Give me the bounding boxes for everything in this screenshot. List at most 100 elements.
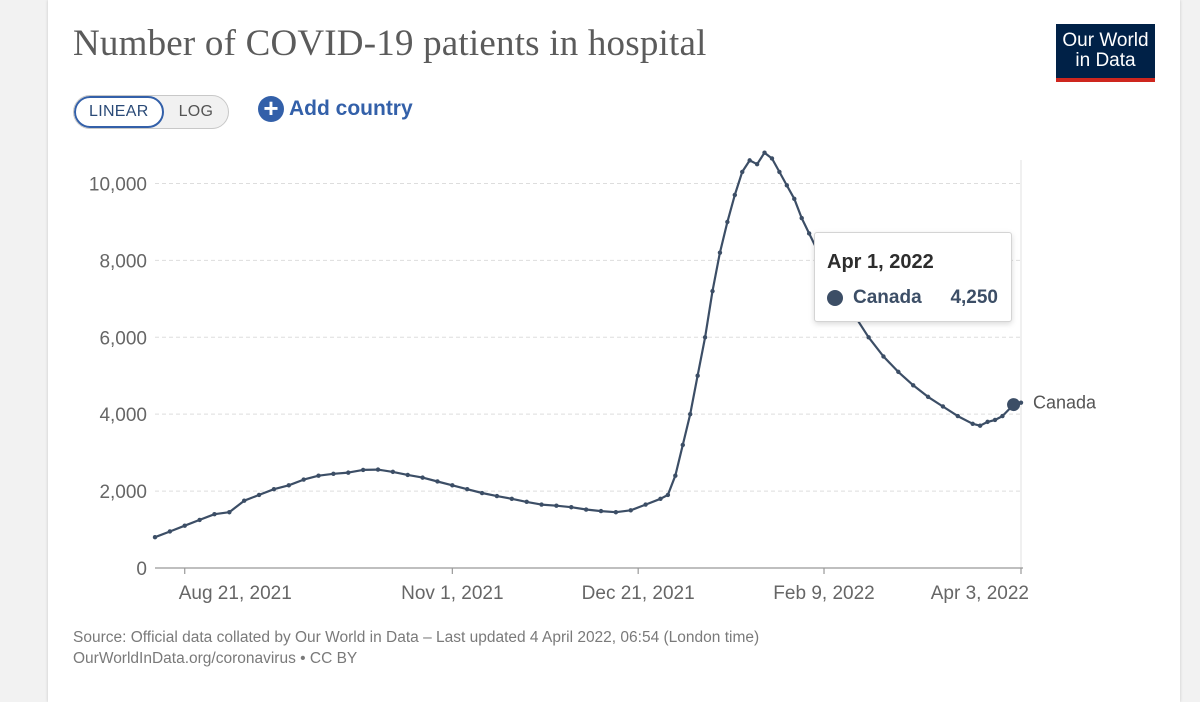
series-point	[613, 510, 619, 515]
series-point	[628, 508, 633, 513]
series-point	[167, 529, 173, 534]
x-tick-label: Nov 1, 2021	[401, 583, 503, 604]
series-point	[598, 508, 604, 514]
series-line-canada	[154, 151, 1022, 539]
series-point	[799, 215, 804, 221]
series-point	[680, 442, 685, 448]
chart-card: Number of COVID-19 patients in hospital …	[48, 0, 1180, 702]
x-tick-label: Dec 21, 2021	[582, 583, 695, 604]
series-point	[286, 483, 292, 488]
x-tick-label: Aug 21, 2021	[179, 583, 292, 604]
series-point	[702, 335, 708, 340]
series-point	[405, 472, 410, 478]
series-point	[754, 162, 760, 167]
source-link[interactable]: OurWorldInData.org/coronavirus • CC BY	[73, 650, 358, 667]
series-point	[242, 498, 247, 503]
series-point	[450, 483, 455, 488]
series-point	[494, 493, 500, 499]
series-point	[777, 169, 782, 175]
series-point	[420, 475, 425, 480]
y-tick-label: 10,000	[89, 174, 147, 195]
series-point	[688, 411, 693, 417]
series-point	[583, 507, 589, 512]
highlight-marker	[1007, 398, 1021, 412]
source-text: Source: Official data collated by Our Wo…	[73, 629, 760, 646]
series-point	[866, 335, 871, 340]
series-point	[479, 490, 485, 496]
add-country-label: Add country	[289, 97, 413, 120]
series-point	[152, 535, 158, 540]
series-point	[710, 288, 715, 294]
scale-toggle: LINEAR LOG	[73, 95, 230, 129]
y-tick-label: 8,000	[99, 251, 147, 272]
series-point	[992, 417, 998, 423]
tooltip-series-value: 4,250	[950, 287, 998, 308]
series-point	[331, 471, 336, 476]
series-point	[881, 354, 886, 359]
series-point	[524, 499, 529, 505]
series-point	[784, 183, 790, 188]
x-tick-label: Apr 3, 2022	[931, 583, 1029, 604]
series-point	[435, 479, 440, 484]
series-point	[673, 473, 678, 478]
series-point	[740, 169, 745, 175]
tooltip-series-name: Canada	[853, 287, 922, 308]
series-point	[1000, 413, 1005, 419]
series-point	[509, 496, 515, 501]
log-scale-button[interactable]: LOG	[178, 103, 214, 120]
series-point	[762, 150, 767, 155]
series-point	[970, 421, 975, 426]
source-note: Source: Official data collated by Our Wo…	[73, 627, 759, 669]
series-point	[256, 492, 262, 498]
series-point	[747, 158, 752, 163]
chart-title: Number of COVID-19 patients in hospital	[73, 23, 707, 64]
series-point	[732, 192, 738, 198]
series-point	[212, 511, 217, 517]
series-point	[769, 156, 775, 161]
series-point	[375, 467, 381, 472]
series-point	[271, 486, 277, 492]
series-point	[390, 469, 396, 475]
series-point	[896, 369, 901, 375]
owid-logo[interactable]: Our World in Data	[1056, 24, 1155, 82]
series-point	[940, 404, 946, 409]
series-point	[911, 383, 916, 388]
series-end-label: Canada	[1033, 393, 1097, 413]
series-point	[197, 517, 202, 523]
series-point	[792, 196, 797, 202]
series-point	[227, 510, 232, 515]
y-tick-label: 2,000	[99, 482, 147, 503]
series-point	[569, 505, 574, 510]
add-country-button[interactable]: + Add country	[258, 95, 413, 122]
series-point	[658, 496, 663, 501]
series-point	[346, 470, 351, 475]
series-point	[539, 502, 544, 507]
linear-scale-button[interactable]: LINEAR	[74, 96, 164, 128]
line-chart[interactable]: 0 2,000 4,000 6,000 8,000 10,000 Aug 21, 2021 N…	[48, 140, 1180, 610]
series-point	[554, 503, 559, 508]
plus-circle-icon: +	[258, 95, 284, 122]
y-tick-label: 0	[136, 559, 147, 580]
series-point	[316, 473, 321, 478]
series-point	[717, 250, 723, 255]
series-point	[360, 467, 366, 473]
logo-line-1: Our World	[1062, 30, 1149, 51]
series-point	[977, 423, 983, 428]
chart-tooltip: Apr 1, 2022 Canada 4,250	[814, 232, 1012, 322]
series-point	[925, 394, 931, 400]
series-point	[665, 492, 671, 498]
x-tick-label: Feb 9, 2022	[773, 583, 874, 604]
series-point	[985, 419, 990, 425]
logo-line-2: in Data	[1075, 50, 1136, 71]
series-point	[806, 231, 812, 236]
y-tick-label: 4,000	[99, 405, 147, 426]
series-point	[955, 413, 961, 419]
y-tick-label: 6,000	[99, 328, 147, 349]
series-point	[643, 502, 648, 507]
series-point	[465, 486, 470, 492]
series-point	[725, 219, 730, 225]
series-point	[301, 477, 306, 482]
series-point	[182, 523, 187, 528]
tooltip-date: Apr 1, 2022	[827, 251, 934, 273]
tooltip-series-dot	[827, 290, 843, 306]
